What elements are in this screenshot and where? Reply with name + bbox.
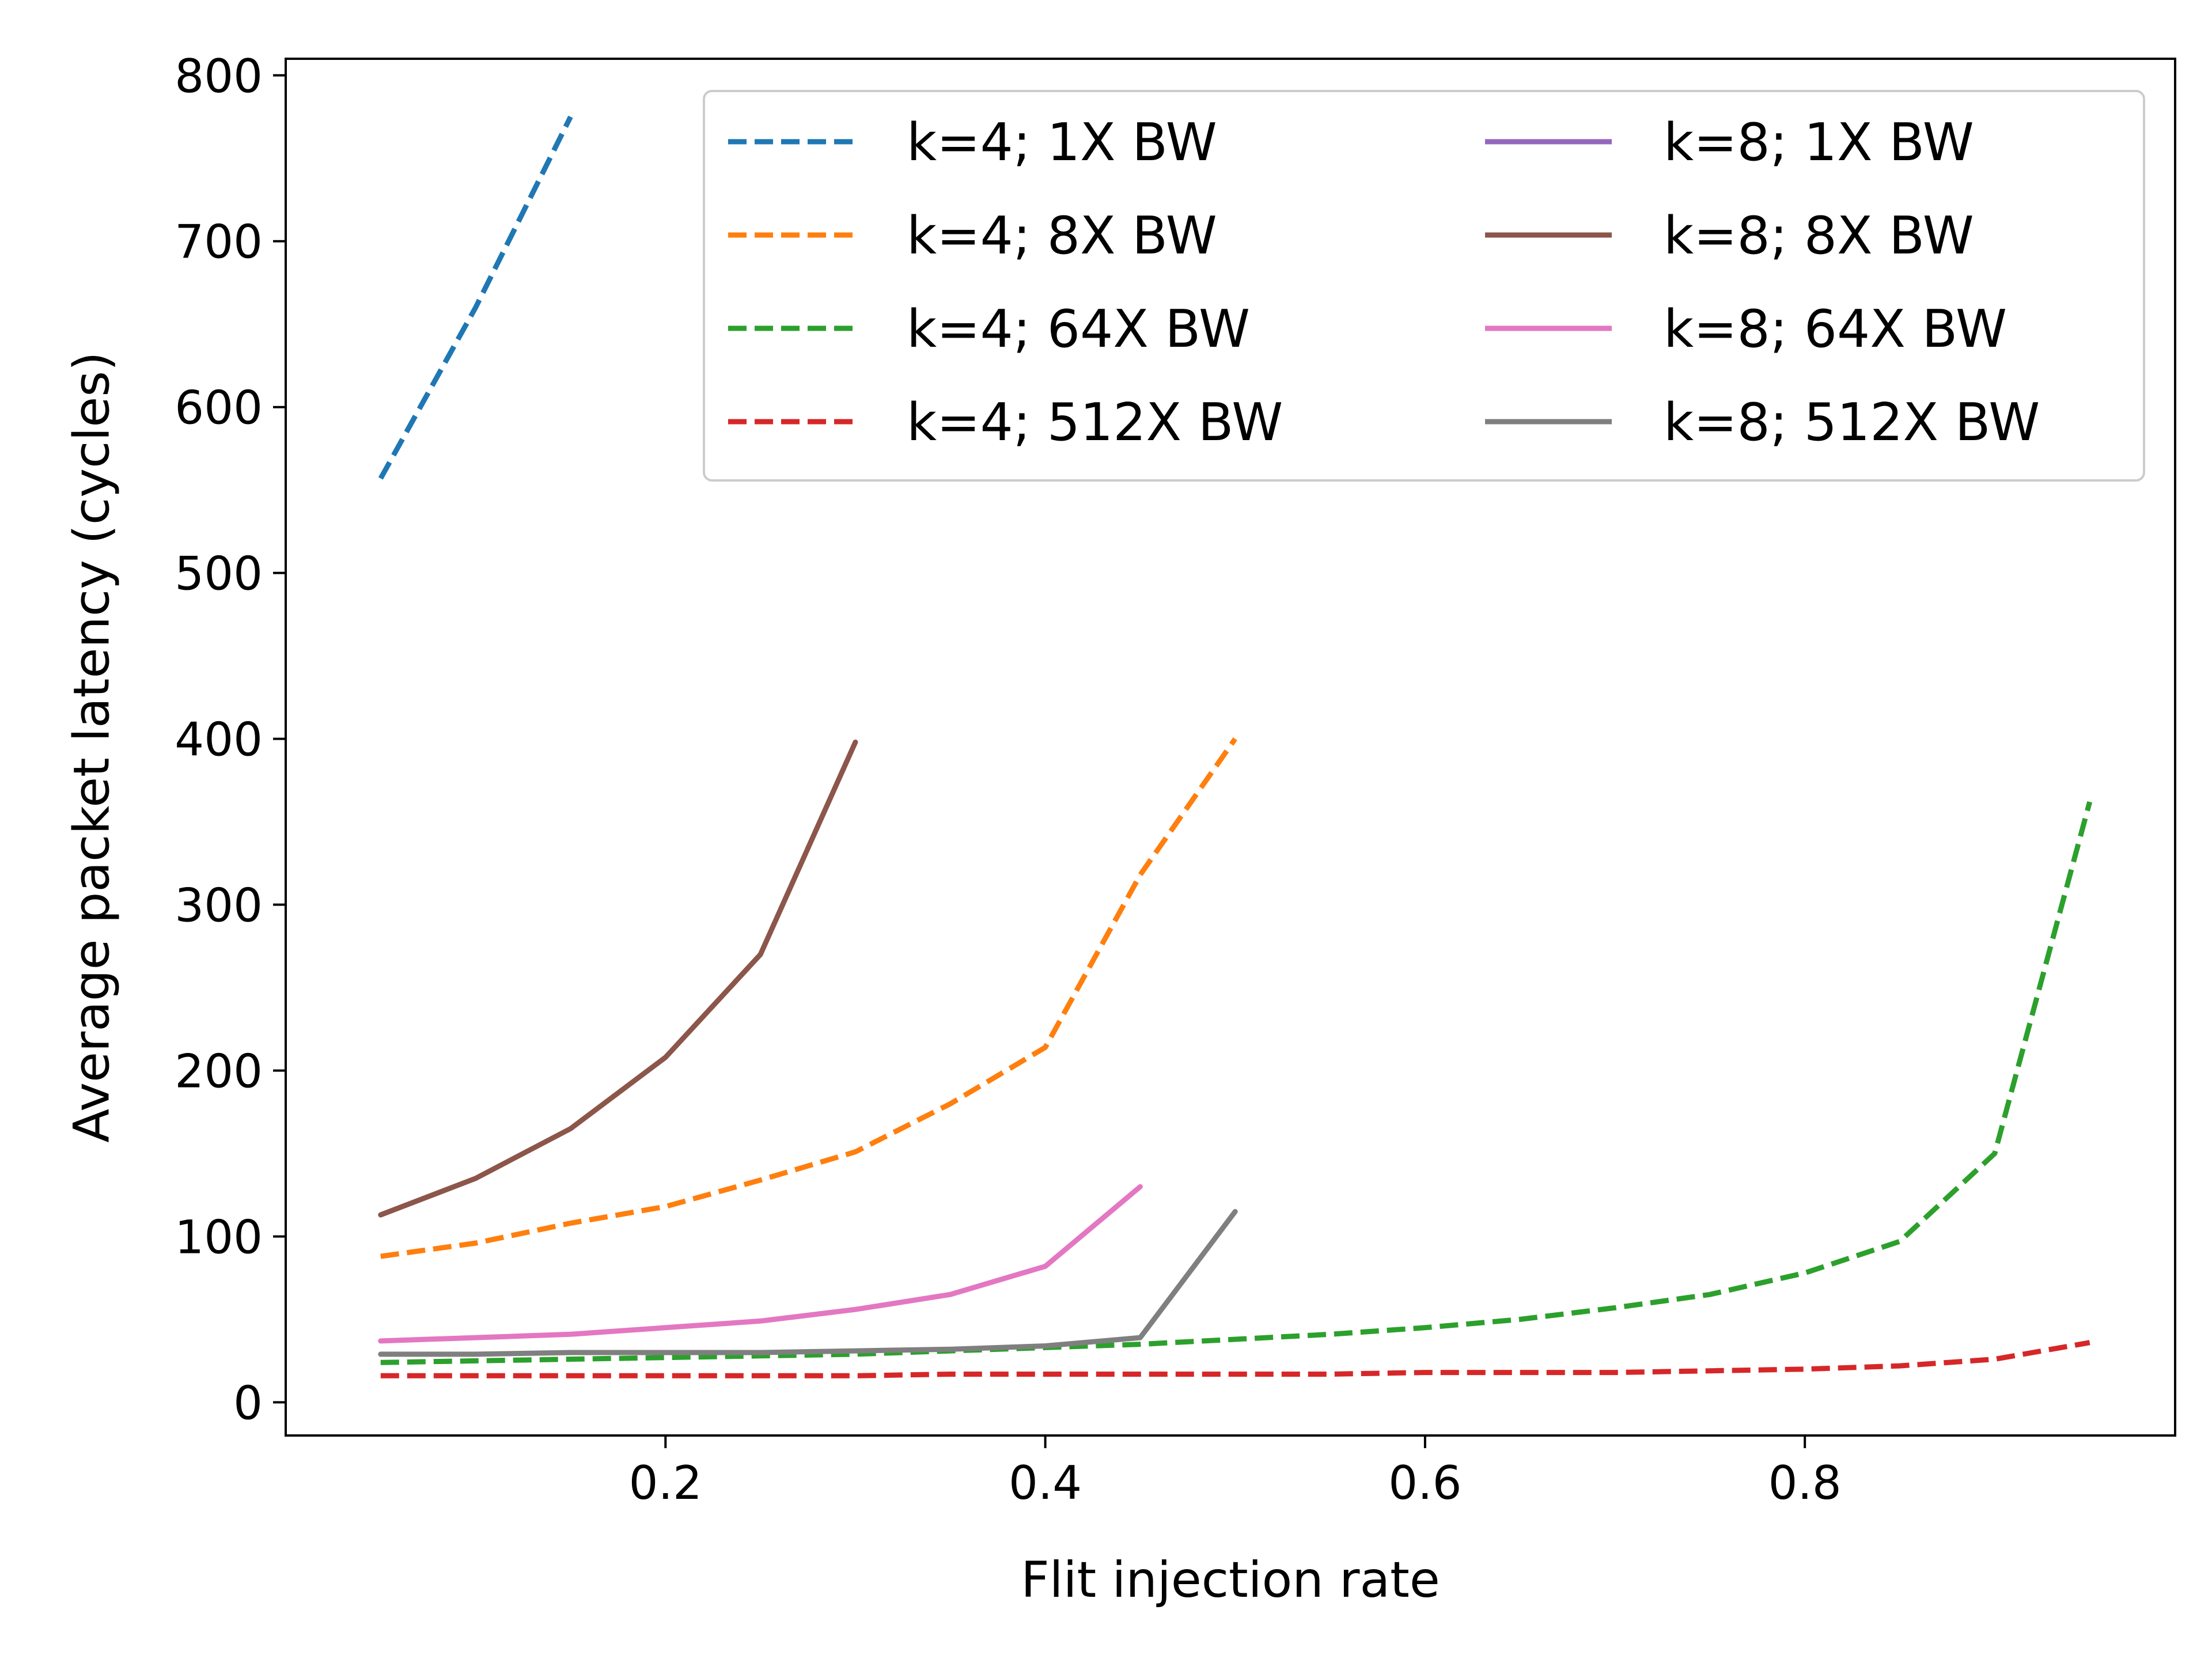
x-tick-label: 0.8: [1768, 1456, 1842, 1510]
legend-entry-label: k=4; 64X BW: [907, 299, 1250, 359]
series-line-1: [378, 115, 573, 480]
series-line-3: [380, 801, 2093, 1365]
y-tick-label: 0: [233, 1376, 263, 1430]
y-tick-label: 300: [175, 879, 263, 933]
y-tick-label: 200: [175, 1045, 263, 1099]
y-tick-label: 500: [175, 547, 263, 601]
y-tick-label: 600: [175, 381, 263, 435]
legend-entry-label: k=4; 1X BW: [907, 112, 1217, 173]
x-axis: 0.2 0.4 0.6 0.8: [629, 1435, 1842, 1510]
series-line-6: [378, 739, 858, 1218]
y-tick-label: 800: [175, 50, 263, 103]
y-axis-label: Average packet latency (cycles): [63, 351, 120, 1142]
legend-frame: [703, 90, 2145, 482]
series-layer: [378, 115, 2093, 1378]
legend-entry-label: k=8; 512X BW: [1664, 392, 2040, 453]
legend-entry-label: k=8; 8X BW: [1664, 206, 1974, 266]
series-line-8: [378, 1209, 1238, 1357]
plot-area-frame: [285, 58, 2176, 1437]
legend: k=4; 1X BW k=4; 8X BW k=4; 64X BW k=4; 512X…: [703, 90, 2145, 482]
legend-entry-label: k=4; 8X BW: [907, 206, 1217, 266]
y-tick-label: 400: [175, 713, 263, 767]
legend-entry-label: k=4; 512X BW: [907, 392, 1283, 453]
x-tick-label: 0.4: [1009, 1456, 1082, 1510]
y-axis: 0 100 200 300 400 500 600 700 800: [175, 50, 286, 1430]
legend-entry-label: k=8; 64X BW: [1664, 299, 2007, 359]
legend-entry-label: k=8; 1X BW: [1664, 112, 1974, 173]
x-tick-label: 0.6: [1388, 1456, 1461, 1510]
y-tick-label: 700: [175, 215, 263, 269]
series-line-4: [380, 1340, 2090, 1378]
x-tick-label: 0.2: [629, 1456, 702, 1510]
series-line-2: [380, 737, 1237, 1259]
series-line-7: [378, 1184, 1143, 1344]
x-axis-label: Flit injection rate: [1021, 1551, 1440, 1609]
y-tick-label: 100: [175, 1210, 263, 1264]
